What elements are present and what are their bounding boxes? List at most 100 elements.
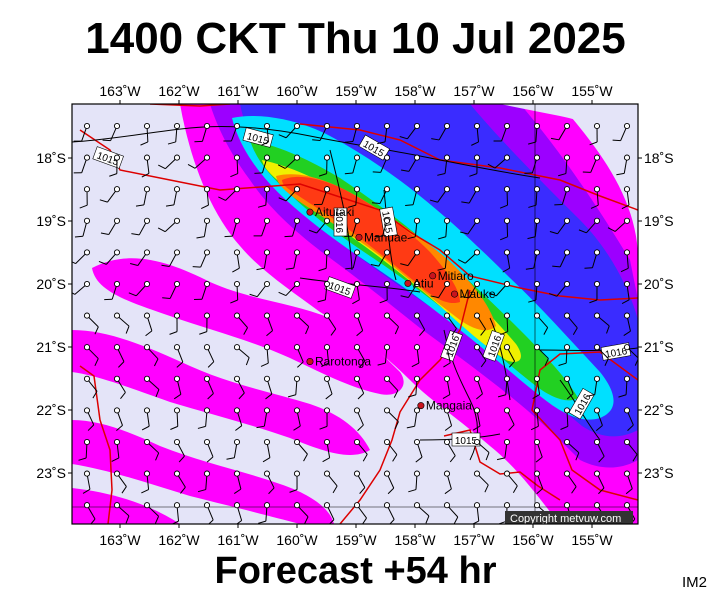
wind-station-dot xyxy=(173,502,181,509)
wind-barb-feather xyxy=(362,454,368,462)
wind-station-dot xyxy=(593,217,601,224)
wind-station-dot xyxy=(83,502,91,509)
wind-barb-feather xyxy=(348,204,356,208)
wind-station-dot xyxy=(113,375,121,382)
wind-station-dot xyxy=(113,217,121,224)
wind-barb-feather xyxy=(528,299,537,303)
wind-barb-feather xyxy=(558,173,567,177)
wind-barb-feather xyxy=(604,358,609,366)
wind-barb-feather xyxy=(566,393,574,400)
wind-barb-feather xyxy=(128,292,137,297)
wind-barb-feather xyxy=(485,452,490,461)
wind-station-dot xyxy=(473,249,481,256)
wind-barb-feather xyxy=(411,362,420,368)
wind-barb-feather xyxy=(74,235,83,238)
wind-station-dot xyxy=(563,280,571,288)
wind-station-dot xyxy=(173,375,181,382)
wind-station-dot xyxy=(353,312,361,319)
wind-barb-feather xyxy=(154,516,160,524)
wind-station-dot xyxy=(293,438,301,446)
wind-barb-feather xyxy=(357,424,364,431)
wind-barb-feather xyxy=(256,267,265,271)
wind-barb-feather xyxy=(197,489,206,493)
wind-station-dot xyxy=(473,470,481,477)
wind-barb-feather xyxy=(550,137,560,141)
wind-barb-feather xyxy=(558,362,567,367)
wind-station-dot xyxy=(293,502,301,509)
wind-barb-feather xyxy=(457,259,466,264)
svg-text:1016: 1016 xyxy=(333,211,344,234)
wind-station-dot xyxy=(593,122,601,130)
wind-barb-feather xyxy=(129,262,138,267)
wind-station-dot xyxy=(593,438,601,446)
wind-station-dot xyxy=(83,186,91,193)
wind-station-dot xyxy=(83,375,91,382)
longitude-label: 155˚W xyxy=(571,532,613,548)
wind-barb-feather xyxy=(92,391,98,399)
latitude-label: 22˚S xyxy=(36,402,66,418)
longitude-label: 157˚W xyxy=(453,532,495,548)
wind-barb-feather xyxy=(425,515,430,524)
wind-barb-feather xyxy=(461,201,470,204)
wind-barb-feather xyxy=(476,393,483,400)
wind-station-dot xyxy=(443,122,451,130)
wind-barb-feather xyxy=(99,199,108,203)
wind-station-dot xyxy=(443,186,451,193)
wind-station-dot xyxy=(383,249,391,256)
wind-barb-feather xyxy=(429,199,438,203)
wind-station-dot xyxy=(563,122,571,130)
wind-barb-feather xyxy=(560,425,569,430)
wind-barb-feather xyxy=(487,163,496,169)
wind-barb-feather xyxy=(595,425,603,431)
wind-station-dot xyxy=(233,154,241,161)
wind-barb-feather xyxy=(325,393,333,400)
wind-station-dot xyxy=(113,312,121,319)
wind-barb-feather xyxy=(265,393,273,400)
wind-barb-feather xyxy=(287,394,296,398)
wind-station-dot xyxy=(413,280,421,288)
wind-station-dot xyxy=(323,280,331,288)
wind-station-dot xyxy=(143,154,151,161)
wind-barb-feather xyxy=(469,173,478,177)
wind-barb-feather xyxy=(116,425,123,431)
wind-barb-feather xyxy=(245,357,250,366)
wind-barb-feather xyxy=(632,454,638,462)
wind-barb-feather xyxy=(612,139,621,142)
wind-barb-feather xyxy=(165,204,175,207)
longitude-label: 160˚W xyxy=(276,532,318,548)
wind-barb-feather xyxy=(277,164,286,169)
wind-station-dot xyxy=(623,344,631,351)
wind-station-dot xyxy=(233,217,241,224)
wind-barb-feather xyxy=(437,267,446,271)
wind-barb-feather xyxy=(303,453,308,462)
wind-station-dot xyxy=(83,249,91,256)
wind-barb-feather xyxy=(471,141,479,146)
wind-barb-feather xyxy=(431,138,440,141)
wind-station-dot xyxy=(263,217,271,224)
wind-station-dot xyxy=(593,344,601,351)
wind-barb-feather xyxy=(527,236,536,240)
wind-station-dot xyxy=(173,186,181,193)
wind-station-dot xyxy=(263,502,271,509)
wind-barb-feather xyxy=(94,358,99,367)
wind-barb-feather xyxy=(572,327,578,336)
wind-barb-feather xyxy=(480,360,487,368)
wind-station-dot xyxy=(353,249,361,256)
wind-station-dot xyxy=(563,502,571,509)
place-label: Aitutaki xyxy=(315,205,354,219)
wind-barb-feather xyxy=(377,362,386,366)
wind-barb-feather xyxy=(590,204,599,209)
wind-barb-feather xyxy=(415,456,423,463)
wind-station-dot xyxy=(323,154,331,161)
wind-station-dot xyxy=(473,122,481,130)
wind-station-dot xyxy=(383,186,391,193)
longitude-label: 156˚W xyxy=(512,83,554,99)
wind-station-dot xyxy=(293,280,301,288)
latitude-label: 20˚S xyxy=(36,276,66,292)
wind-barb-feather xyxy=(488,292,497,297)
wind-station-dot xyxy=(83,438,91,446)
wind-station-dot xyxy=(443,154,451,161)
wind-barb-feather xyxy=(530,425,539,431)
wind-station-dot xyxy=(533,122,541,130)
longitude-label: 155˚W xyxy=(571,83,613,99)
